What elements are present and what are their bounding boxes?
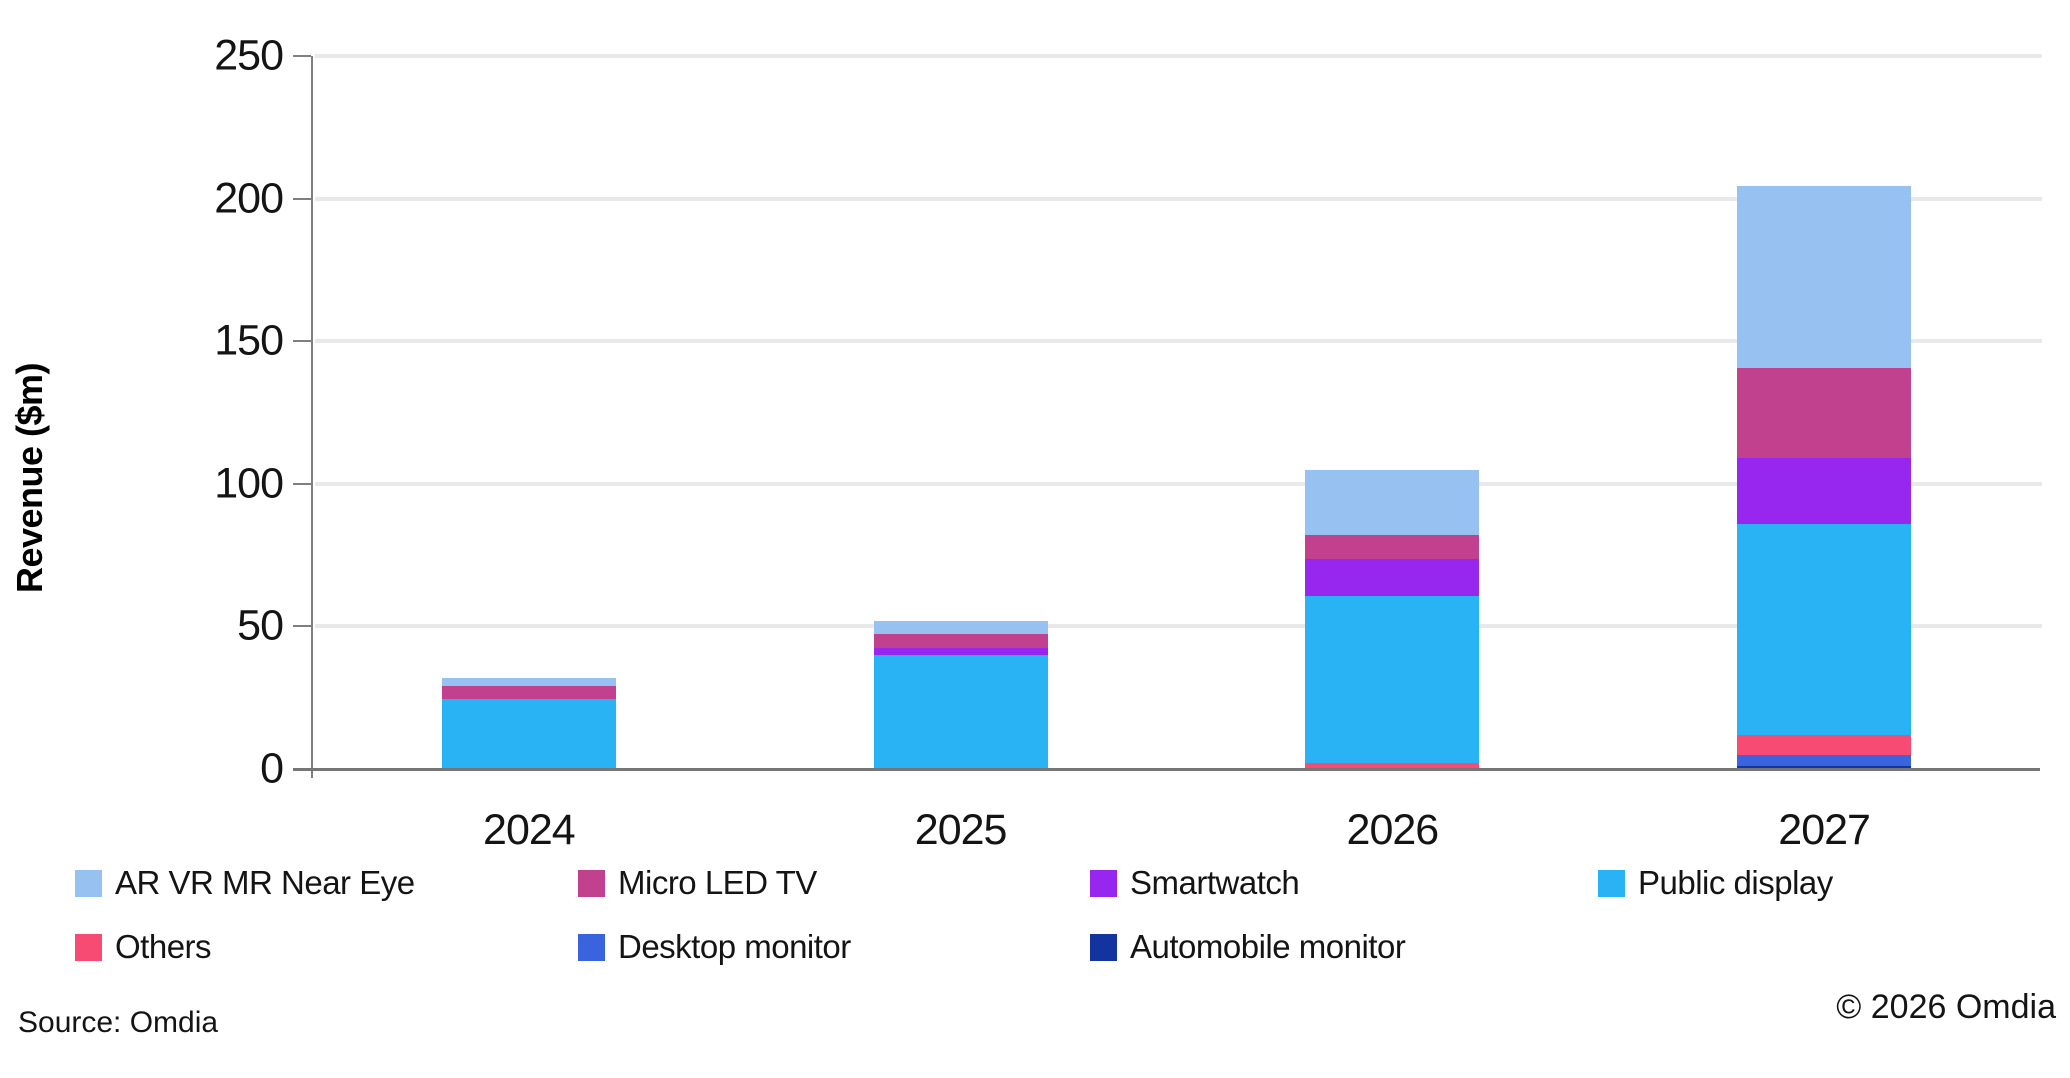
legend-label: Others [115,928,212,965]
bar-segment-2024-public-display [441,699,616,769]
gridline-200 [315,196,2042,201]
bar-segment-2027-desktop-monitor [1737,754,1912,767]
legend-swatch-icon [1090,869,1117,897]
bar-segment-2024-micro-led-tv [441,686,616,700]
legend-item-micro-led-tv: Micro LED TV [578,864,817,902]
bar-segment-2027-micro-led-tv [1737,368,1912,459]
y-tick-label-50: 50 [237,601,284,650]
bar-segment-2025-public-display [873,654,1048,769]
bar-segment-2027-automobile-monitor [1737,766,1912,769]
x-tick-label-2027: 2027 [1778,806,1871,854]
bar-segment-2027-public-display [1737,523,1912,735]
legend-item-public-display: Public display [1598,864,1833,902]
legend-label: Automobile monitor [1130,928,1406,965]
y-tick-label-100: 100 [214,459,284,508]
legend-swatch-icon [578,869,605,897]
legend-swatch-icon [578,933,605,961]
legend-label: Desktop monitor [618,928,851,965]
x-axis-line [293,768,2040,771]
legend-swatch-icon [75,933,102,961]
source-note: Source: Omdia [18,1006,219,1039]
bar-segment-2025-micro-led-tv [873,633,1048,648]
gridline-250 [315,54,2042,58]
y-tick-label-200: 200 [214,174,284,223]
bar-segment-2026-ar-vr-mr-near-eye [1305,469,1480,536]
bar-segment-2026-public-display [1305,596,1480,764]
y-tick-150 [293,340,311,343]
bar-segment-2027-ar-vr-mr-near-eye [1737,185,1912,369]
plot-area: 0 50 100 150 200 250 2024 2025 2026 2027 [214,32,2042,854]
bar-segment-2027-smartwatch [1737,458,1912,524]
legend-swatch-icon [1090,933,1117,961]
y-tick-200 [293,197,311,200]
legend-item-desktop-monitor: Desktop monitor [578,928,851,966]
y-tick-100 [293,482,311,485]
legend-label: Micro LED TV [618,864,817,901]
x-tick-label-2025: 2025 [914,806,1008,854]
legend-swatch-icon [1598,869,1625,897]
legend-item-ar-vr-mr-near-eye: AR VR MR Near Eye [75,864,415,902]
gridline-150 [315,339,2042,344]
gridline-50 [315,624,2042,629]
y-tick-label-0: 0 [260,744,284,793]
bar-segment-2025-smartwatch [873,647,1048,655]
legend-item-smartwatch: Smartwatch [1090,864,1300,902]
legend-label: Public display [1638,864,1833,901]
bar-segment-2026-micro-led-tv [1305,535,1480,560]
y-axis-spine [311,56,313,778]
bar-segment-2026-smartwatch [1305,559,1480,597]
x-tick-label-2026: 2026 [1346,806,1440,854]
legend-item-automobile-monitor: Automobile monitor [1090,928,1406,966]
y-axis-title: Revenue ($m) [9,362,50,594]
y-tick-50 [293,625,311,628]
legend-label: AR VR MR Near Eye [115,864,415,901]
legend-label: Smartwatch [1130,864,1300,901]
bar-segment-2027-others [1737,734,1912,755]
legend-swatch-icon [75,869,102,897]
bar-segment-2024-ar-vr-mr-near-eye [441,677,616,687]
gridline-100 [315,481,2042,486]
bar-segment-2025-ar-vr-mr-near-eye [873,620,1048,634]
x-tick-label-2024: 2024 [483,806,576,854]
y-tick-label-250: 250 [214,31,284,80]
bar-segment-2026-others [1305,763,1480,769]
copyright-note: © 2026 Omdia [1836,988,2056,1026]
legend-item-others: Others [75,928,212,966]
y-tick-250 [293,55,311,57]
y-tick-label-150: 150 [214,316,284,365]
